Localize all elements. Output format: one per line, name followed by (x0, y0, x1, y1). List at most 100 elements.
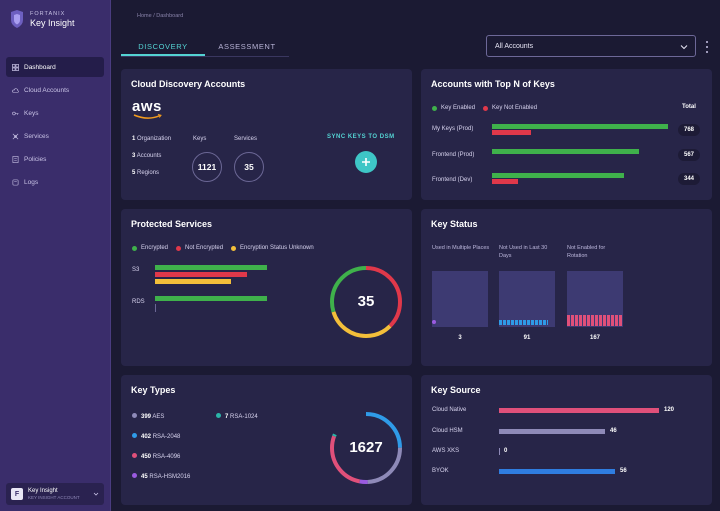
protected-services-ring (330, 266, 402, 338)
chevron-down-icon (680, 45, 688, 50)
status-column (432, 271, 488, 327)
sidebar-item-cloud-accounts[interactable]: Cloud Accounts (6, 80, 104, 100)
status-label: Not Enabled for Rotation (567, 245, 606, 259)
card-title: Accounts with Top N of Keys (431, 79, 555, 89)
key-type-item: 45 RSA-HSM2016 (132, 473, 190, 480)
cloud-icon (12, 87, 19, 93)
keys-count: 1121 (192, 152, 222, 182)
sidebar-item-keys[interactable]: Keys (6, 103, 104, 123)
fortanix-logo-icon (11, 10, 23, 28)
protected-services-total: 35 (357, 293, 375, 310)
legend-swatch (176, 245, 182, 251)
brand-product: Key Insight (30, 17, 75, 28)
brand-company: FORTANIX (30, 10, 66, 17)
status-count: 91 (523, 335, 531, 341)
row-total: 768 (678, 124, 700, 136)
total-header: Total (682, 104, 696, 110)
key-type-item: 450 RSA-4096 (132, 453, 180, 460)
account-select[interactable]: All Accounts (486, 35, 696, 57)
not-encrypted-bar (155, 272, 247, 277)
row-label: Frontend (Prod) (432, 152, 475, 158)
card-title: Key Types (131, 385, 176, 395)
source-bar (499, 448, 500, 455)
account-switcher[interactable]: F Key Insight KEY INSIGHT ACCOUNT (6, 483, 104, 505)
accounts-stat: 3 Accounts (132, 153, 162, 159)
view-tabs: DISCOVERY ASSESSMENT (121, 38, 289, 57)
legend-swatch (132, 433, 137, 438)
account-select-value: All Accounts (495, 42, 534, 50)
cloud-discovery-card: Cloud Discovery Accounts aws 1 Organizat… (121, 69, 412, 200)
key-type-item: 402 RSA-2048 (132, 433, 180, 440)
legend-swatch (132, 245, 137, 251)
key-type-item: 7 RSA-1024 (216, 413, 258, 420)
dashboard-icon (12, 63, 19, 71)
source-label: BYOK (432, 468, 449, 474)
legend-swatch (132, 473, 137, 478)
policy-icon (12, 155, 19, 163)
source-bar (499, 408, 659, 413)
sidebar-item-label: Cloud Accounts (24, 86, 70, 94)
row-label: Frontend (Dev) (432, 177, 473, 183)
row-total: 344 (678, 173, 700, 185)
sidebar-item-label: Policies (24, 155, 47, 163)
row-label: My Keys (Prod) (432, 126, 474, 132)
chevron-down-icon (93, 492, 99, 496)
legend-item: Key Enabled (432, 105, 475, 111)
more-menu-icon[interactable] (705, 41, 709, 53)
encrypted-bar (155, 265, 267, 270)
breadcrumb: Home / Dashboard (137, 13, 184, 19)
key-source-card: Key Source Cloud Native 120 Cloud HSM 46… (421, 375, 712, 505)
card-title: Key Status (431, 219, 478, 229)
source-value: 46 (610, 428, 617, 434)
legend-item: Encrypted (132, 245, 168, 251)
legend-item: Encryption Status Unknown (231, 245, 314, 251)
services-icon (12, 133, 19, 139)
card-title: Cloud Discovery Accounts (131, 79, 246, 89)
baseline-tick (155, 304, 156, 312)
source-label: AWS XKS (432, 448, 460, 454)
account-subtitle: KEY INSIGHT ACCOUNT (28, 495, 80, 500)
sidebar-item-services[interactable]: Services (6, 126, 104, 146)
legend-swatch (432, 105, 437, 111)
status-count: 167 (589, 335, 600, 341)
not-enabled-bar (492, 179, 518, 184)
key-types-card: Key Types 399 AES 7 RSA-1024 402 RSA-204… (121, 375, 412, 505)
account-avatar: F (11, 488, 23, 500)
key-icon (12, 111, 19, 115)
status-fill (432, 320, 436, 324)
tab-discovery[interactable]: DISCOVERY (121, 38, 205, 56)
card-title: Key Source (431, 385, 481, 395)
regions-stat: 5 Regions (132, 170, 160, 176)
sidebar-item-label: Keys (24, 109, 39, 117)
sync-add-button[interactable] (355, 151, 377, 173)
source-label: Cloud Native (432, 407, 467, 413)
row-label: RDS (132, 299, 145, 305)
services-label: Services (234, 136, 258, 142)
source-value: 0 (504, 448, 508, 454)
tab-assessment[interactable]: ASSESSMENT (218, 42, 276, 51)
source-label: Cloud HSM (432, 428, 463, 434)
legend-swatch (132, 413, 137, 418)
protected-services-legend: Encrypted Not Encrypted Encryption Statu… (132, 245, 322, 251)
status-label: Not Used in Last 30 Days (499, 245, 548, 259)
account-name: Key Insight (28, 488, 58, 494)
protected-services-card: Protected Services Encrypted Not Encrypt… (121, 209, 412, 366)
services-count: 35 (234, 152, 264, 182)
enabled-bar (492, 124, 668, 129)
legend-item: Not Encrypted (176, 245, 223, 251)
status-count: 3 (458, 335, 462, 341)
not-enabled-bar (492, 130, 531, 135)
sidebar-item-policies[interactable]: Policies (6, 149, 104, 169)
unknown-bar (155, 279, 231, 284)
sidebar-item-dashboard[interactable]: Dashboard (6, 57, 104, 77)
sidebar-item-label: Logs (24, 178, 39, 186)
legend-swatch (216, 413, 221, 418)
brand[interactable]: FORTANIX Key Insight (10, 10, 75, 28)
enabled-bar (492, 173, 624, 178)
top-keys-legend: Key Enabled Key Not Enabled (432, 105, 545, 111)
sidebar: FORTANIX Key Insight Dashboard Cloud Acc… (0, 0, 111, 511)
sidebar-item-logs[interactable]: Logs (6, 172, 104, 192)
sidebar-item-label: Services (24, 132, 49, 140)
sync-keys-link[interactable]: SYNC KEYS TO DSM (327, 134, 395, 140)
top-keys-card: Accounts with Top N of Keys Key Enabled … (421, 69, 712, 200)
